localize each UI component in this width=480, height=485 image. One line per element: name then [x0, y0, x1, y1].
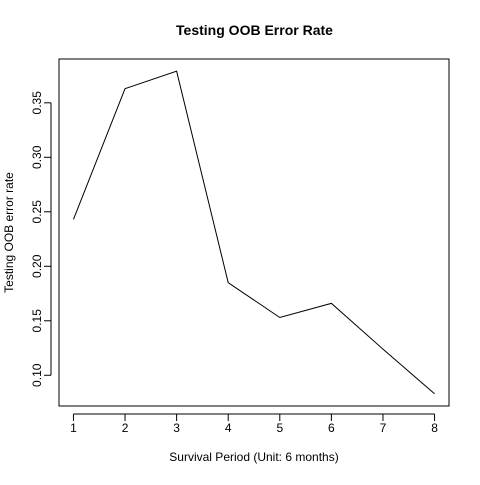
x-axis-label: Survival Period (Unit: 6 months)	[169, 450, 338, 464]
plot-frame	[58, 58, 450, 407]
x-tick-label: 4	[225, 421, 232, 435]
x-tick-label: 2	[122, 421, 129, 435]
y-axis-label: Testing OOB error rate	[2, 172, 16, 293]
y-tick-label: 0.30	[30, 145, 44, 169]
y-tick-label: 0.10	[30, 363, 44, 387]
y-tick-label: 0.20	[30, 254, 44, 278]
y-tick-label: 0.15	[30, 309, 44, 333]
x-tick-label: 8	[431, 421, 438, 435]
x-axis: 1 2 3 4 5 6 7 8	[70, 413, 438, 435]
x-tick-label: 7	[380, 421, 387, 435]
x-tick-label: 6	[328, 421, 335, 435]
y-tick-label: 0.35	[30, 91, 44, 115]
y-axis: 0.10 0.15 0.20 0.25 0.30 0.35	[30, 91, 52, 387]
x-tick-label: 3	[173, 421, 180, 435]
x-tick-label: 1	[70, 421, 77, 435]
series-line	[72, 70, 435, 395]
series-group	[72, 70, 435, 395]
chart-title: Testing OOB Error Rate	[176, 22, 333, 38]
x-tick-label: 5	[276, 421, 283, 435]
y-tick-label: 0.25	[30, 200, 44, 224]
